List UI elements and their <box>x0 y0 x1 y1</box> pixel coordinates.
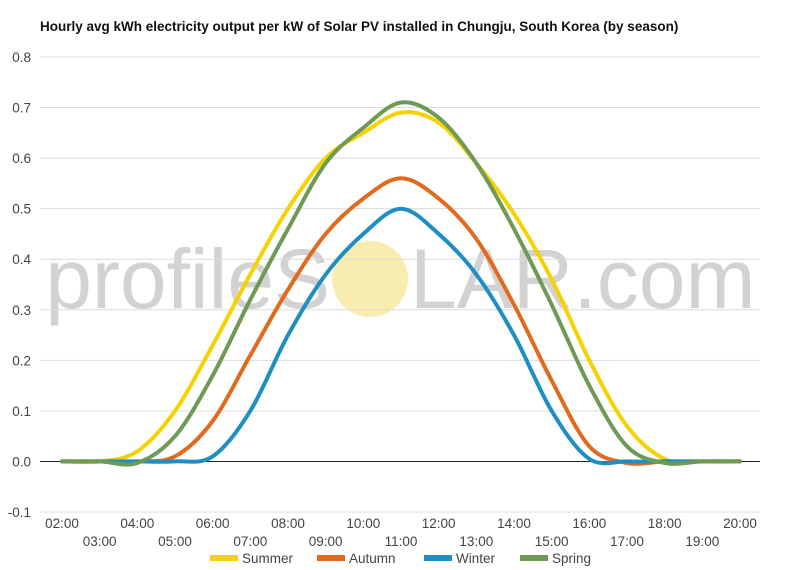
x-tick-label: 19:00 <box>685 534 719 549</box>
watermark: profileS LAR.com <box>45 232 755 326</box>
y-tick-label: 0.1 <box>12 404 31 419</box>
y-tick-label: 0.5 <box>12 202 31 217</box>
legend-swatch-summer <box>210 555 238 561</box>
x-tick-label: 07:00 <box>233 534 267 549</box>
x-tick-label: 03:00 <box>83 534 117 549</box>
y-tick-label: 0.3 <box>12 303 31 318</box>
series-line-winter <box>60 206 742 466</box>
watermark-text-right: LAR.com <box>410 232 755 326</box>
x-tick-label: 15:00 <box>535 534 569 549</box>
x-tick-label: 11:00 <box>385 534 418 549</box>
y-tick-label: 0.7 <box>12 101 31 116</box>
x-tick-label: 05:00 <box>158 534 192 549</box>
series-line-summer <box>60 110 742 465</box>
x-tick-label: 16:00 <box>572 516 606 531</box>
legend-swatch-autumn <box>317 555 345 561</box>
x-tick-label: 13:00 <box>459 534 493 549</box>
y-tick-label: 0.4 <box>12 252 31 267</box>
x-tick-label: 18:00 <box>648 516 682 531</box>
y-tick-label: 0.2 <box>12 353 31 368</box>
legend-label-autumn: Autumn <box>349 551 396 566</box>
y-axis-ticks: -0.1 0.0 0.1 0.2 0.3 0.4 0.5 0.6 0.7 0.8 <box>8 50 32 520</box>
legend-swatch-winter <box>424 555 452 561</box>
x-tick-label: 14:00 <box>497 516 531 531</box>
legend-label-summer: Summer <box>242 551 294 566</box>
legend-swatch-spring <box>520 555 548 561</box>
y-tick-label: -0.1 <box>8 505 31 520</box>
legend-label-spring: Spring <box>552 551 591 566</box>
legend-label-winter: Winter <box>456 551 496 566</box>
series-line-spring <box>60 100 742 467</box>
watermark-text-left: profileS <box>45 232 330 326</box>
series-lines <box>60 100 742 467</box>
x-tick-label: 06:00 <box>196 516 230 531</box>
y-tick-label: 0.0 <box>12 454 31 469</box>
x-tick-label: 02:00 <box>45 516 79 531</box>
x-tick-label: 08:00 <box>271 516 305 531</box>
x-tick-label: 09:00 <box>309 534 343 549</box>
x-tick-label: 17:00 <box>610 534 644 549</box>
y-tick-label: 0.6 <box>12 151 31 166</box>
legend: Summer Autumn Winter Spring <box>210 551 591 566</box>
x-tick-label: 20:00 <box>723 516 757 531</box>
watermark-sun <box>332 241 408 317</box>
x-tick-label: 04:00 <box>120 516 154 531</box>
x-tick-label: 10:00 <box>346 516 380 531</box>
chart-title: Hourly avg kWh electricity output per kW… <box>40 19 679 34</box>
y-tick-label: 0.8 <box>12 50 31 65</box>
x-tick-label: 12:00 <box>422 516 456 531</box>
